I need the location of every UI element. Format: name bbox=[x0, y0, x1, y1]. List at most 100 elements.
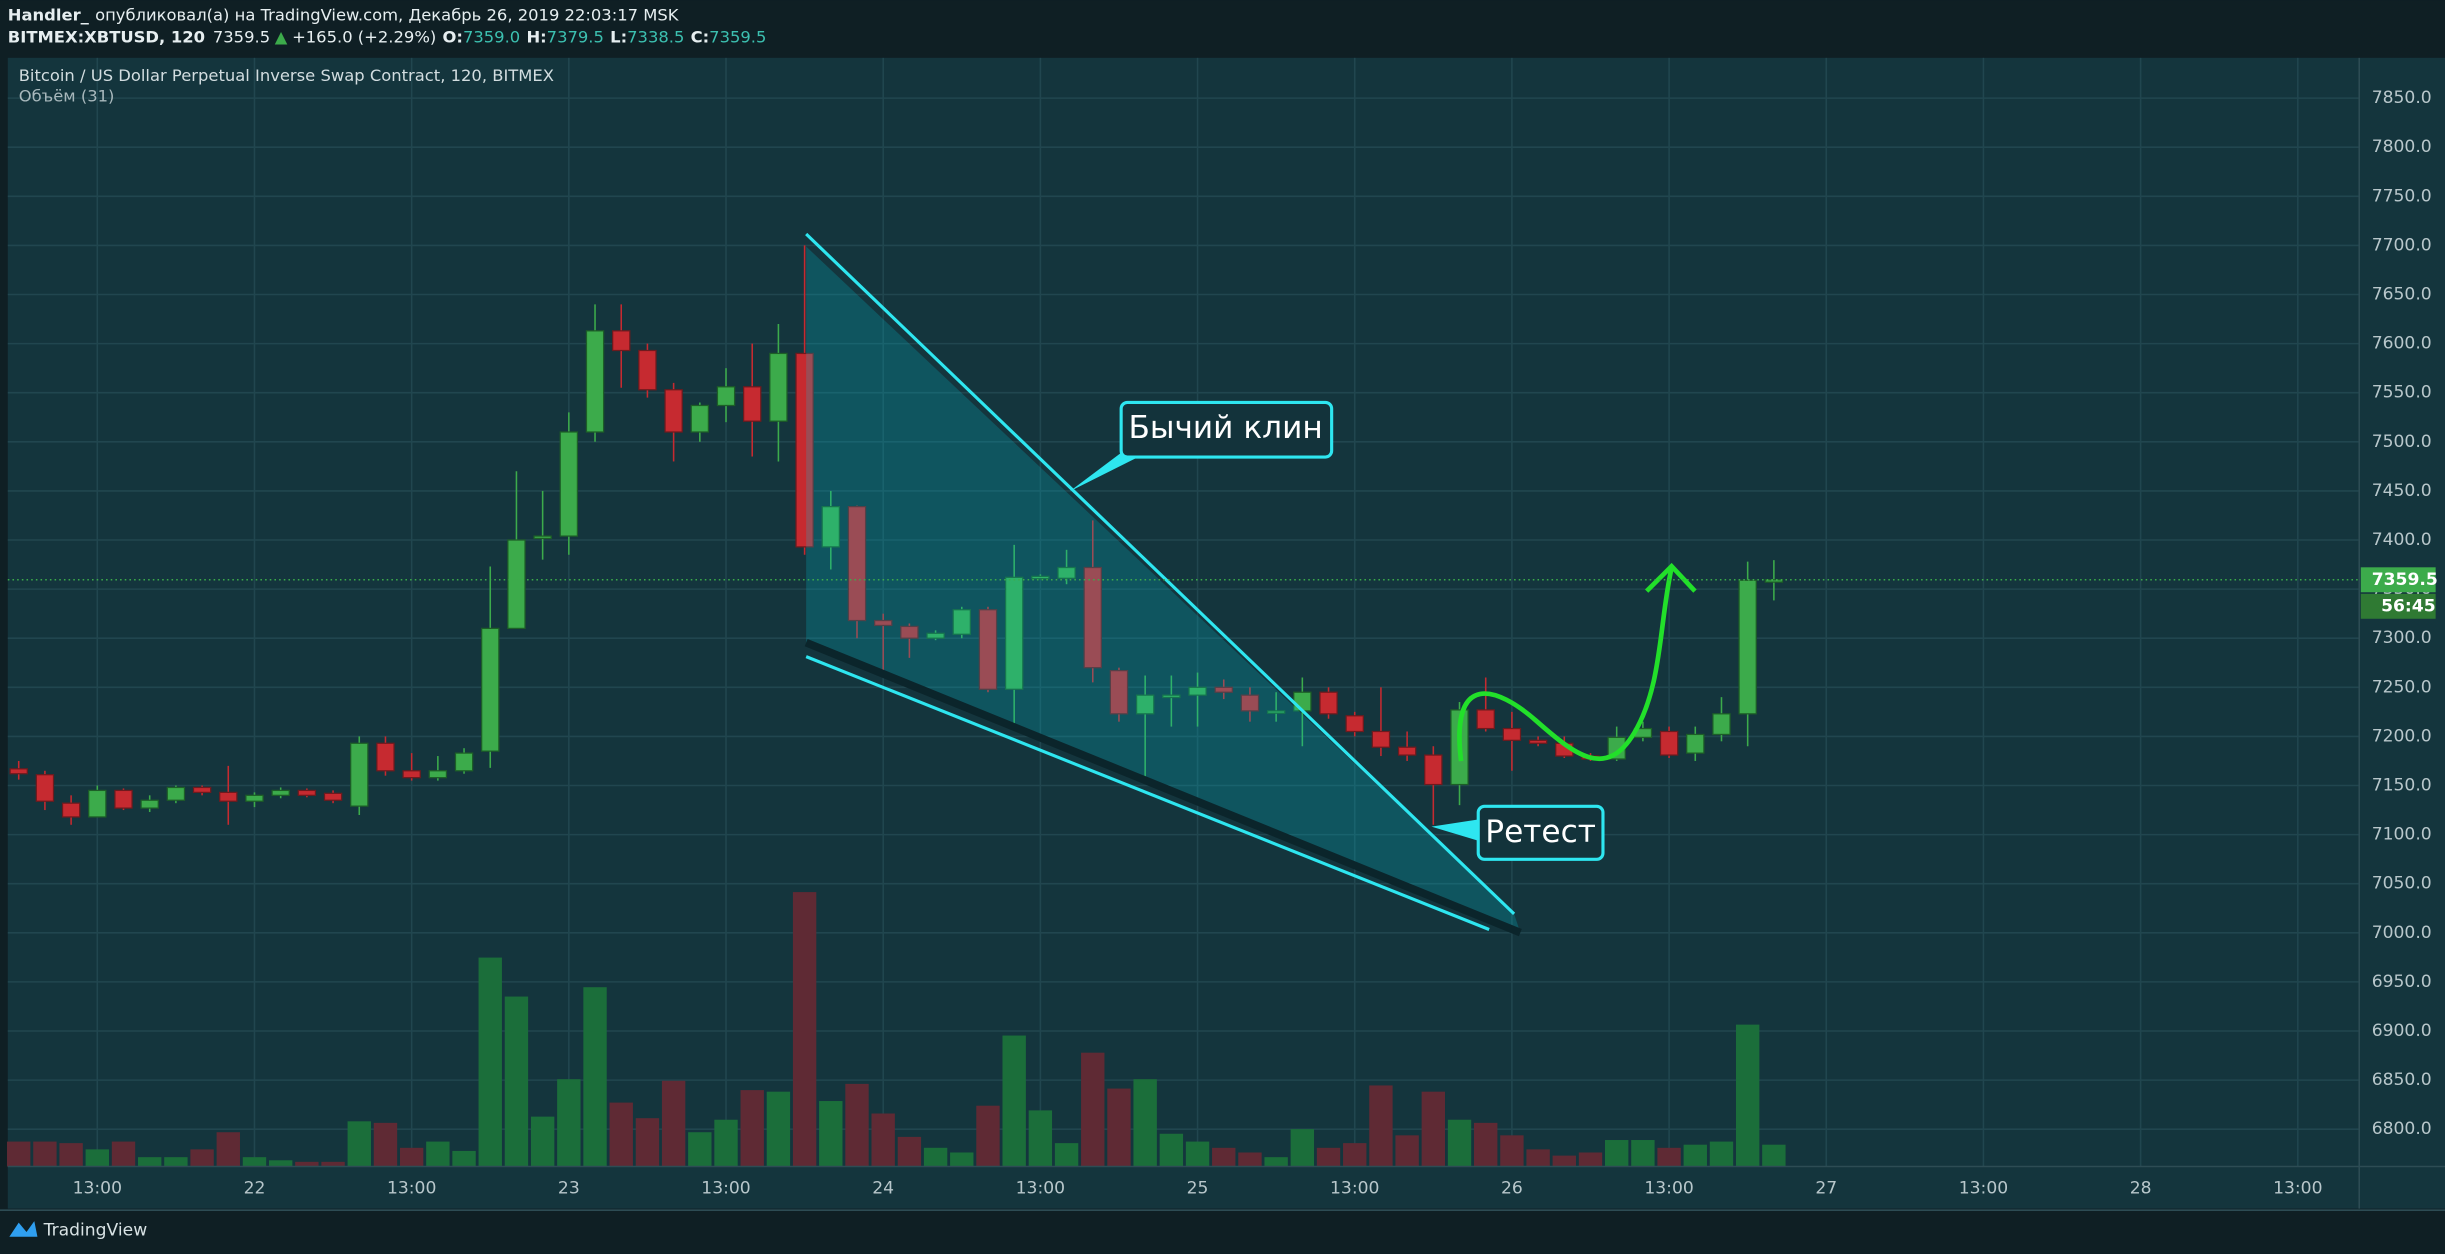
candle-body bbox=[114, 789, 133, 809]
x-tick-label: 24 bbox=[872, 1178, 894, 1198]
publish-line: Handler_ опубликовал(а) на TradingView.co… bbox=[8, 5, 680, 24]
volume-bar bbox=[1185, 1141, 1210, 1167]
y-tick-label: 6800.0 bbox=[2372, 1119, 2432, 1139]
candle-body bbox=[376, 742, 395, 772]
candle-body bbox=[585, 330, 605, 433]
candle-body bbox=[1397, 746, 1417, 756]
candle-body bbox=[1109, 669, 1129, 715]
candle-body bbox=[1214, 686, 1233, 693]
volume-bar bbox=[1526, 1149, 1550, 1167]
candle-body bbox=[1162, 694, 1181, 699]
volume-bar bbox=[1683, 1144, 1707, 1167]
brand-logo bbox=[9, 1221, 38, 1237]
candle-body bbox=[795, 352, 814, 548]
volume-bar bbox=[1107, 1088, 1131, 1167]
y-tick-label: 7250.0 bbox=[2372, 677, 2432, 697]
candle-body bbox=[1293, 691, 1312, 712]
y-tick-label: 7050.0 bbox=[2372, 874, 2432, 894]
y-tick-label: 7200.0 bbox=[2372, 726, 2432, 746]
candle-body bbox=[1659, 730, 1679, 756]
volume-bar bbox=[923, 1147, 948, 1167]
x-tick-label: 13:00 bbox=[2273, 1178, 2322, 1198]
candle-body bbox=[1764, 579, 1784, 583]
volume-bar bbox=[583, 987, 607, 1167]
x-tick-label: 13:00 bbox=[1330, 1178, 1379, 1198]
volume-bar bbox=[792, 892, 817, 1167]
candle-body bbox=[1083, 566, 1102, 669]
callout-box bbox=[1119, 400, 1334, 459]
x-tick-label: 13:00 bbox=[1959, 1178, 2008, 1198]
forecast-arrow bbox=[1644, 562, 1697, 593]
candle-body bbox=[559, 431, 579, 537]
symbol: BITMEX:XBTUSD, 120 bbox=[8, 27, 205, 46]
y-tick-label: 6850.0 bbox=[2372, 1070, 2432, 1090]
candle-body bbox=[612, 330, 631, 352]
y-tick-label: 7500.0 bbox=[2372, 432, 2432, 452]
volume-bar bbox=[1081, 1052, 1105, 1167]
wedge-shadow bbox=[804, 638, 1522, 937]
candle-body bbox=[1319, 691, 1338, 715]
plot bbox=[7, 57, 2360, 1167]
change: +165.0 (+2.29%) bbox=[292, 27, 436, 46]
candle-body bbox=[481, 627, 500, 752]
ohlc-value: 7359.0 bbox=[463, 27, 520, 46]
candle-body bbox=[219, 791, 238, 802]
volume-bar bbox=[321, 1161, 345, 1167]
y-tick-label: 7400.0 bbox=[2372, 530, 2432, 550]
volume-bar bbox=[1054, 1143, 1079, 1167]
candle-body bbox=[402, 770, 421, 779]
y-tick-label: 7550.0 bbox=[2372, 383, 2432, 403]
volume-bar bbox=[1369, 1085, 1393, 1167]
callout-tail bbox=[1431, 818, 1483, 843]
volume-bar bbox=[1290, 1129, 1315, 1167]
volume-bar bbox=[1028, 1110, 1053, 1167]
volume-bar bbox=[1238, 1152, 1262, 1167]
volume-bar bbox=[1578, 1152, 1603, 1167]
candle-body bbox=[1240, 694, 1260, 712]
drawings: Бычий клин Ретест bbox=[804, 232, 1697, 937]
candle-body bbox=[507, 539, 526, 630]
candle-body bbox=[1371, 730, 1391, 748]
volume-bar bbox=[845, 1083, 869, 1167]
countdown-box bbox=[2360, 593, 2436, 619]
x-tick-label: 28 bbox=[2130, 1178, 2152, 1198]
volume-bar bbox=[609, 1102, 633, 1167]
volume-bar bbox=[1133, 1079, 1157, 1167]
volume-bar bbox=[1264, 1157, 1288, 1167]
volume-bar bbox=[819, 1101, 843, 1167]
candle-body bbox=[1345, 715, 1364, 733]
volume-bar bbox=[714, 1119, 738, 1167]
last-price-box bbox=[2360, 567, 2436, 593]
candle-body bbox=[323, 792, 343, 801]
candle-body bbox=[192, 786, 212, 794]
volume-bar bbox=[85, 1149, 109, 1167]
volume-bar bbox=[1421, 1091, 1446, 1167]
volume-bar bbox=[347, 1121, 371, 1167]
volume-bar bbox=[1212, 1147, 1236, 1167]
ohlc-value: 7359.5 bbox=[709, 27, 766, 46]
volume-bar bbox=[1657, 1147, 1681, 1167]
candle-body bbox=[1424, 754, 1443, 786]
candle-body bbox=[743, 386, 762, 422]
volume-bar bbox=[976, 1105, 1000, 1167]
candle-body bbox=[1712, 713, 1731, 736]
volume-bar bbox=[1395, 1135, 1419, 1167]
annotation: Ретест bbox=[1485, 814, 1596, 850]
candle-body bbox=[1502, 727, 1522, 741]
volume-bar bbox=[530, 1116, 555, 1167]
candle-body bbox=[952, 609, 971, 635]
candle-body bbox=[1528, 739, 1548, 744]
volume-bar bbox=[1447, 1119, 1472, 1167]
y-tick-label: 7850.0 bbox=[2372, 88, 2432, 108]
y-tick-label: 6900.0 bbox=[2372, 1021, 2432, 1041]
volume-bar bbox=[688, 1132, 712, 1167]
volume-bar bbox=[661, 1080, 686, 1167]
volume-bar bbox=[1709, 1141, 1734, 1167]
ohlc-label: C: bbox=[691, 27, 710, 46]
candle-body bbox=[769, 352, 788, 422]
candle-body bbox=[664, 389, 683, 433]
y-tick-label: 7600.0 bbox=[2372, 334, 2432, 354]
chart-pane bbox=[7, 57, 2445, 1209]
volume-label: Объём (31) bbox=[19, 86, 115, 105]
candle-body bbox=[297, 789, 317, 796]
